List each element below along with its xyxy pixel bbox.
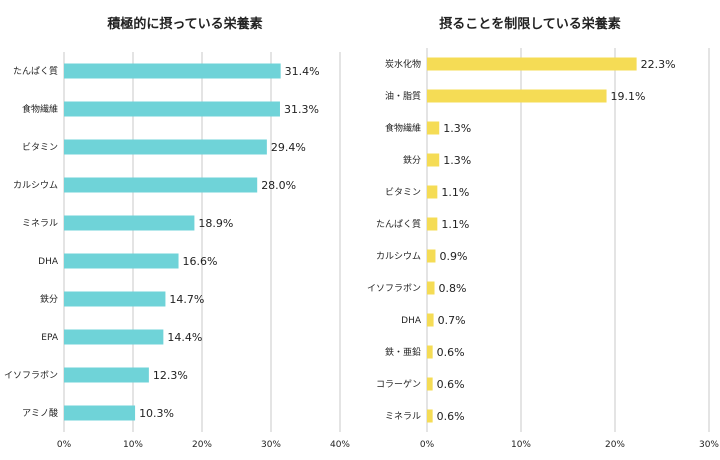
chart-actively-consumed-nutrients: 積極的に摂っている栄養素 0% 10% 20% 30% 40% たんぱく質 31.4% 食物繊… <box>4 16 350 450</box>
data-label: 0.7% <box>438 314 466 327</box>
x-tick-label: 30% <box>699 440 719 450</box>
x-tick-label: 20% <box>605 440 625 450</box>
category-label: 油・脂質 <box>385 90 421 102</box>
data-label: 1.3% <box>443 154 471 167</box>
category-label: アミノ酸 <box>22 408 58 419</box>
category-label: 食物繊維 <box>385 122 421 134</box>
data-label: 19.1% <box>611 90 646 103</box>
data-label: 1.3% <box>443 122 471 135</box>
bar <box>427 313 434 327</box>
bar <box>427 121 440 135</box>
data-label: 10.3% <box>139 407 174 420</box>
data-label: 0.9% <box>439 250 467 263</box>
data-label: 0.6% <box>437 410 465 423</box>
category-label: ビタミン <box>385 187 421 198</box>
bar <box>64 253 179 269</box>
x-tick-label: 0% <box>57 440 72 450</box>
category-label: たんぱく質 <box>13 65 58 77</box>
category-label: カルシウム <box>13 180 58 191</box>
bar <box>64 215 195 231</box>
data-label: 28.0% <box>261 179 296 192</box>
x-tick-label: 0% <box>420 440 435 450</box>
x-tick-label: 30% <box>261 440 281 450</box>
category-label: DHA <box>401 316 422 326</box>
chart-title-right: 摂ることを制限している栄養素 <box>439 16 621 32</box>
data-label: 12.3% <box>153 369 188 382</box>
bar <box>427 249 436 263</box>
category-label: イソフラボン <box>4 370 58 381</box>
data-label: 0.8% <box>439 282 467 295</box>
data-label: 1.1% <box>441 218 469 231</box>
category-label: ビタミン <box>22 142 58 153</box>
category-label: イソフラボン <box>367 283 421 294</box>
category-label: カルシウム <box>376 251 421 262</box>
bar <box>427 89 607 103</box>
bar <box>64 329 164 345</box>
x-tick-label: 40% <box>330 440 350 450</box>
chart-title-left: 積極的に摂っている栄養素 <box>106 16 262 32</box>
data-label: 16.6% <box>183 255 218 268</box>
category-label: ミネラル <box>385 411 421 422</box>
bar <box>64 291 166 307</box>
bar <box>64 63 281 79</box>
bar <box>427 377 433 391</box>
bar <box>427 409 433 423</box>
category-label: たんぱく質 <box>376 218 421 230</box>
category-label: コラーゲン <box>376 378 421 390</box>
bar <box>427 345 433 359</box>
category-label: 炭水化物 <box>385 58 421 70</box>
data-label: 0.6% <box>437 378 465 391</box>
bar <box>64 405 136 421</box>
bar <box>427 57 637 71</box>
bar <box>427 153 440 167</box>
x-tick-label: 10% <box>511 440 531 450</box>
data-label: 22.3% <box>641 58 676 71</box>
bar <box>427 217 438 231</box>
category-label: 鉄・亜鉛 <box>385 346 421 358</box>
data-label: 1.1% <box>441 186 469 199</box>
x-tick-label: 20% <box>192 440 212 450</box>
bar <box>427 281 435 295</box>
category-label: EPA <box>41 333 59 343</box>
bar <box>64 177 258 193</box>
bar <box>427 185 438 199</box>
bar <box>64 139 267 155</box>
category-label: 鉄分 <box>40 293 58 305</box>
bar <box>64 367 149 383</box>
data-label: 31.3% <box>284 103 319 116</box>
data-label: 31.4% <box>285 65 320 78</box>
data-label: 14.7% <box>169 293 204 306</box>
bar <box>64 101 280 117</box>
category-label: 食物繊維 <box>22 103 58 115</box>
category-label: ミネラル <box>22 218 58 229</box>
x-tick-label: 10% <box>123 440 143 450</box>
category-label: DHA <box>38 257 59 267</box>
data-label: 14.4% <box>167 331 202 344</box>
category-label: 鉄分 <box>403 154 421 166</box>
data-label: 29.4% <box>271 141 306 154</box>
data-label: 18.9% <box>198 217 233 230</box>
data-label: 0.6% <box>437 346 465 359</box>
chart-restricted-nutrients: 摂ることを制限している栄養素 0% 10% 20% 30% 炭水化物 22.3% 油・脂質 1… <box>367 16 719 450</box>
